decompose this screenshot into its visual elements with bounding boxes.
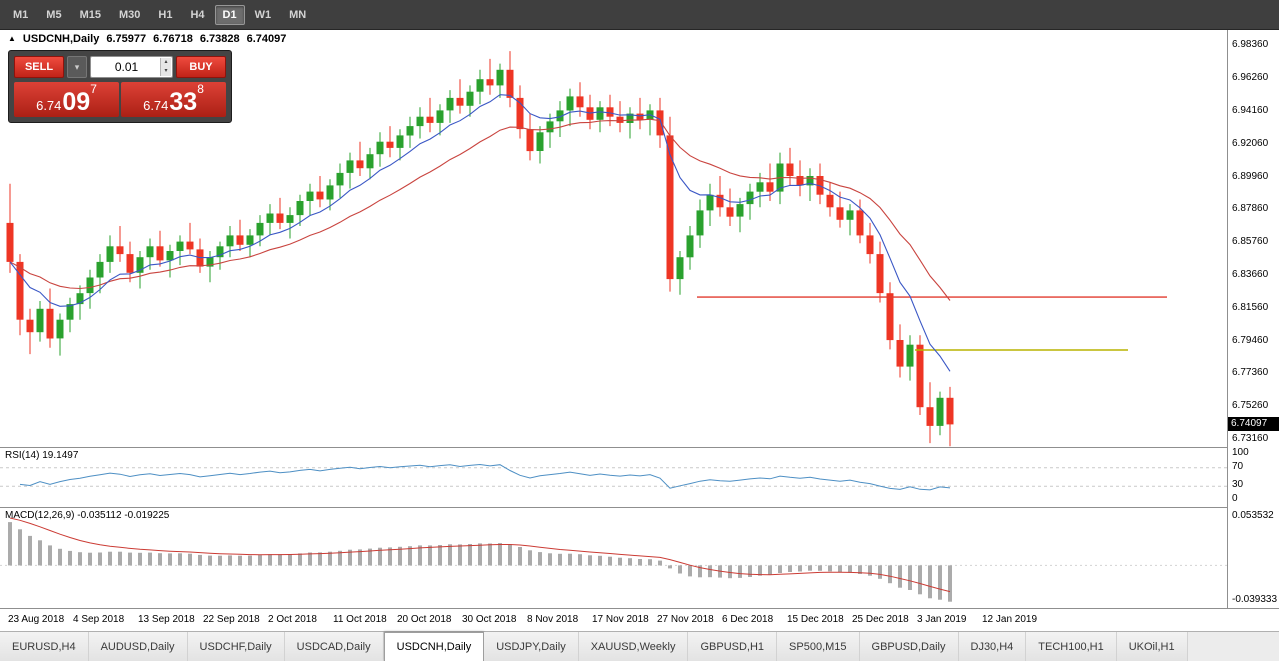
chart-tab-ukoil-h1[interactable]: UKOil,H1 [1116,632,1188,661]
price-axis[interactable]: 6.74097 6.98360 6.96260 6.94160 6.92060 6.89… [1227,30,1279,608]
lot-increment-button[interactable]: ▴ [160,58,171,67]
chart-tab-eurusd-h4[interactable]: EURUSD,H4 [0,632,89,661]
date-label: 17 Nov 2018 [592,614,649,625]
lot-preset-dropdown[interactable]: ▾ [67,56,87,78]
price-axis-label: 6.96260 [1232,72,1269,84]
timeframe-button-w1[interactable]: W1 [254,8,272,21]
chart-tab-usdjpy-daily[interactable]: USDJPY,Daily [484,632,579,661]
price-axis-label: 6.81560 [1232,301,1269,313]
macd-signal-line [9,517,951,593]
macd-indicator-panel[interactable]: MACD(12,26,9) -0.035112 -0.019225 [0,507,1227,608]
price-axis-label: 6.94160 [1232,105,1269,117]
date-label: 3 Jan 2019 [917,614,967,625]
ohlc-low: 6.73828 [199,33,240,45]
rsi-label: RSI(14) 19.1497 [5,450,79,461]
chart-tab-usdcnh-daily[interactable]: USDCNH,Daily [383,632,485,661]
chart-tab-gbpusd-h1[interactable]: GBPUSD,H1 [688,632,778,661]
date-label: 23 Aug 2018 [8,614,65,625]
macd-histogram [8,522,952,602]
buy-price-pips: 33 [169,88,198,116]
buy-price-prefix: 6.74 [143,98,169,113]
date-label: 12 Jan 2019 [982,614,1038,625]
price-axis-label: 6.92060 [1232,137,1269,149]
price-axis-label: 6.87860 [1232,203,1269,215]
timeframe-button-mn[interactable]: MN [289,8,307,21]
chart-tab-tech100-h1[interactable]: TECH100,H1 [1026,632,1117,661]
buy-price-display[interactable]: 6.74 33 8 [121,82,226,117]
date-label: 8 Nov 2018 [527,614,579,625]
chart-symbol: USDCNH,Daily [22,33,100,45]
chart-tab-dj30-h4[interactable]: DJ30,H4 [958,632,1027,661]
ohlc-high: 6.76718 [153,33,193,45]
date-label: 27 Nov 2018 [657,614,714,625]
current-price-tag: 6.74097 [1228,417,1279,431]
chart-tab-usdchf-daily[interactable]: USDCHF,Daily [187,632,285,661]
timeframe-toolbar: M1 M5 M15 M30 H1 H4 D1 W1 MN [0,0,1279,30]
sell-price-prefix: 6.74 [36,98,62,113]
timeframe-button-m30[interactable]: M30 [118,8,141,21]
timeframe-button-h1[interactable]: H1 [158,8,173,21]
chart-tab-audusd-daily[interactable]: AUDUSD,Daily [88,632,188,661]
date-label: 2 Oct 2018 [268,614,317,625]
timeframe-button-h4[interactable]: H4 [190,8,205,21]
timeframe-button-m1[interactable]: M1 [13,8,29,21]
timeframe-button-m5[interactable]: M5 [46,8,62,21]
buy-price-point: 8 [197,82,204,96]
macd-scale-max-label: 0.053532 [1232,510,1274,521]
date-label: 11 Oct 2018 [333,614,387,625]
price-axis-label: 6.77360 [1232,367,1269,379]
date-label: 13 Sep 2018 [138,614,195,625]
price-axis-label: 6.75260 [1232,400,1269,412]
fast-ma-line [9,94,951,372]
rsi-level-label: 0 [1232,493,1238,504]
date-label: 15 Dec 2018 [787,614,844,625]
rsi-line [19,463,951,491]
price-axis-label: 6.85760 [1232,236,1269,248]
chart-ohlc-header: ▲ USDCNH,Daily 6.75977 6.76718 6.73828 6… [8,33,286,45]
ohlc-open: 6.75977 [106,33,147,45]
date-label: 4 Sep 2018 [73,614,125,625]
price-axis-label: 6.98360 [1232,39,1269,51]
chart-tab-usdcad-daily[interactable]: USDCAD,Daily [284,632,384,661]
time-axis[interactable]: 23 Aug 2018 4 Sep 2018 13 Sep 2018 22 Sep 2… [0,608,1279,631]
date-label: 25 Dec 2018 [852,614,909,625]
candlestick-series [6,51,954,447]
chart-tab-sp500-m15[interactable]: SP500,M15 [777,632,860,661]
ohlc-close: 6.74097 [246,33,287,45]
price-axis-label: 6.83660 [1232,269,1269,281]
macd-scale-min-label: -0.039333 [1232,594,1278,605]
timeframe-button-m15[interactable]: M15 [79,8,101,21]
sell-price-display[interactable]: 6.74 09 7 [14,82,119,117]
rsi-indicator-panel[interactable]: RSI(14) 19.1497 [0,447,1227,507]
chevron-down-icon: ▾ [74,61,80,72]
sell-price-pips: 09 [62,88,91,116]
date-label: 30 Oct 2018 [462,614,517,625]
lot-decrement-button[interactable]: ▾ [160,67,171,76]
timeframe-button-d1[interactable]: D1 [214,4,245,25]
slow-ma-line [9,118,951,301]
date-label: 20 Oct 2018 [397,614,452,625]
chart-tab-bar: EURUSD,H4 AUDUSD,Daily USDCHF,Daily USDCAD,… [0,631,1279,661]
buy-button[interactable]: BUY [176,56,226,78]
rsi-level-label: 70 [1232,460,1244,472]
price-axis-label: 6.89960 [1232,170,1269,182]
price-axis-label: 6.73160 [1232,433,1269,445]
date-label: 6 Dec 2018 [722,614,774,625]
price-axis-label: 6.79460 [1232,334,1269,346]
date-label: 22 Sep 2018 [203,614,260,625]
sell-button[interactable]: SELL [14,56,64,78]
macd-label: MACD(12,26,9) -0.035112 -0.019225 [5,510,170,521]
rsi-level-label: 30 [1232,479,1244,491]
lot-size-field: ▴ ▾ [90,56,173,78]
chart-tab-xauusd-weekly[interactable]: XAUUSD,Weekly [578,632,689,661]
rsi-level-label: 100 [1232,447,1249,458]
sell-price-point: 7 [90,82,97,96]
chart-tab-gbpusd-daily[interactable]: GBPUSD,Daily [859,632,959,661]
lot-size-input[interactable] [91,57,172,77]
one-click-collapse-icon[interactable]: ▲ [8,34,16,43]
